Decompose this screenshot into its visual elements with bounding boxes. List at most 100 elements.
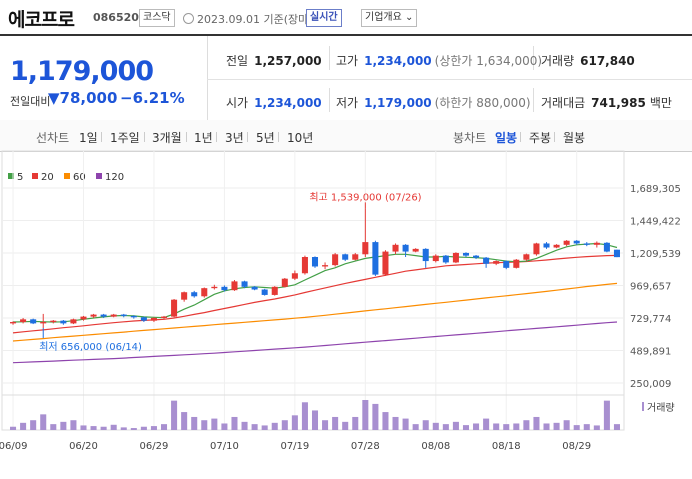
candle: [251, 286, 258, 290]
volume-bar: [593, 425, 600, 430]
candle-daily[interactable]: 일봉: [495, 131, 518, 145]
period-1w[interactable]: 1주일: [110, 131, 140, 145]
period-3m[interactable]: 3개월: [152, 131, 182, 145]
volume-bar: [543, 423, 550, 430]
volume-bar: [291, 415, 298, 430]
candle: [30, 319, 37, 324]
y-tick-label: 969,657: [630, 282, 671, 293]
y-tick-label: 1,209,539: [630, 249, 681, 260]
volume-bar: [140, 426, 147, 430]
candle: [301, 257, 308, 274]
candle: [593, 242, 600, 245]
volume-label: 거래량: [541, 54, 575, 68]
line-chart-tab[interactable]: 선차트: [36, 131, 70, 145]
candle: [311, 257, 319, 267]
volume-bar: [50, 424, 57, 430]
y-tick-label: 250,009: [630, 379, 671, 390]
ma120-line: [12, 321, 618, 364]
x-tick-label: 06/20: [69, 441, 98, 452]
candle: [211, 286, 218, 289]
candle: [191, 292, 198, 297]
candle: [392, 244, 399, 252]
period-5y[interactable]: 5년: [256, 131, 275, 145]
realtime-button[interactable]: 실시간: [306, 9, 342, 27]
candle: [171, 299, 178, 317]
upper-limit: (상한가 1,634,000): [434, 54, 543, 68]
low-annotation: 최저 656,000 (06/14): [39, 341, 142, 353]
candle: [452, 252, 459, 263]
volume-bar: [322, 420, 329, 430]
volume-bar: [30, 420, 37, 430]
volume-bar: [160, 424, 168, 430]
volume-bar: [261, 425, 268, 430]
volume-bar: [70, 420, 77, 430]
x-tick-label: 07/19: [280, 441, 309, 452]
period-10y[interactable]: 10년: [287, 131, 314, 145]
low-value: 1,179,000: [364, 96, 432, 110]
stock-code: 086520: [93, 11, 139, 24]
volume-bar: [201, 420, 208, 430]
volume-bar: [392, 416, 399, 430]
volume-bar: [191, 416, 198, 430]
volume-bar: [442, 424, 449, 430]
volume-bar: [20, 422, 27, 430]
candle: [110, 314, 117, 317]
candle: [442, 255, 449, 263]
volume-bar: [130, 428, 137, 430]
candle-chart-tab[interactable]: 봉차트: [453, 131, 487, 145]
volume-label: 거래량: [647, 402, 675, 414]
candle: [523, 254, 530, 260]
period-1y[interactable]: 1년: [194, 131, 213, 145]
legend-swatch: [32, 173, 38, 179]
y-tick-label: 489,891: [630, 347, 671, 358]
legend-ma20: 20: [32, 172, 54, 183]
volume-bar: [402, 418, 409, 430]
amount-unit: 백만: [649, 96, 672, 110]
y-tick-label: 1,689,305: [630, 184, 681, 195]
amount-label: 거래대금: [541, 96, 586, 110]
volume-bar: [281, 420, 288, 430]
candle: [473, 255, 480, 258]
volume-bar: [432, 422, 439, 430]
volume-bar: [563, 420, 570, 430]
candle: [573, 240, 580, 244]
volume-bar: [90, 426, 97, 430]
volume-bar: [80, 425, 87, 430]
candle: [281, 278, 288, 287]
price-summary: 1,179,000 전일대비 ▼78,000 −6.21% 전일 1,257,00…: [0, 34, 692, 123]
high: 고가 1,234,000 (상한가 1,634,000): [336, 52, 542, 69]
candle: [181, 292, 188, 300]
volume-bar: [422, 420, 429, 430]
separator: [247, 132, 248, 142]
market-badge: 코스닥: [139, 9, 175, 27]
divider: [329, 46, 330, 70]
separator: [520, 132, 521, 142]
volume-bar: [382, 412, 389, 430]
open: 시가 1,234,000: [226, 94, 322, 111]
candle: [70, 319, 77, 324]
candle-monthly[interactable]: 월봉: [563, 131, 586, 145]
period-3y[interactable]: 3년: [225, 131, 244, 145]
x-tick-label: 06/09: [0, 441, 27, 452]
legend-swatch: [64, 173, 70, 179]
candle: [80, 316, 87, 320]
candle: [140, 317, 147, 321]
candle: [150, 317, 157, 321]
divider: [533, 88, 534, 112]
legend-swatch: [96, 173, 102, 179]
candle-weekly[interactable]: 주봉: [529, 131, 552, 145]
open-label: 시가: [226, 96, 249, 110]
chevron-down-icon: ⌄: [405, 12, 414, 23]
company-info-button[interactable]: 기업개요 ⌄: [361, 9, 418, 27]
x-tick-label: 07/10: [210, 441, 239, 452]
period-1d[interactable]: 1일: [79, 131, 98, 145]
candle: [503, 261, 510, 268]
volume-bar: [362, 400, 369, 430]
x-tick-label: 08/18: [492, 441, 521, 452]
amount-value: 741,985: [591, 96, 646, 110]
volume-bar: [100, 426, 107, 430]
volume-bar: [221, 423, 228, 430]
current-price: 1,179,000: [10, 56, 154, 87]
volume-bar: [171, 400, 178, 430]
